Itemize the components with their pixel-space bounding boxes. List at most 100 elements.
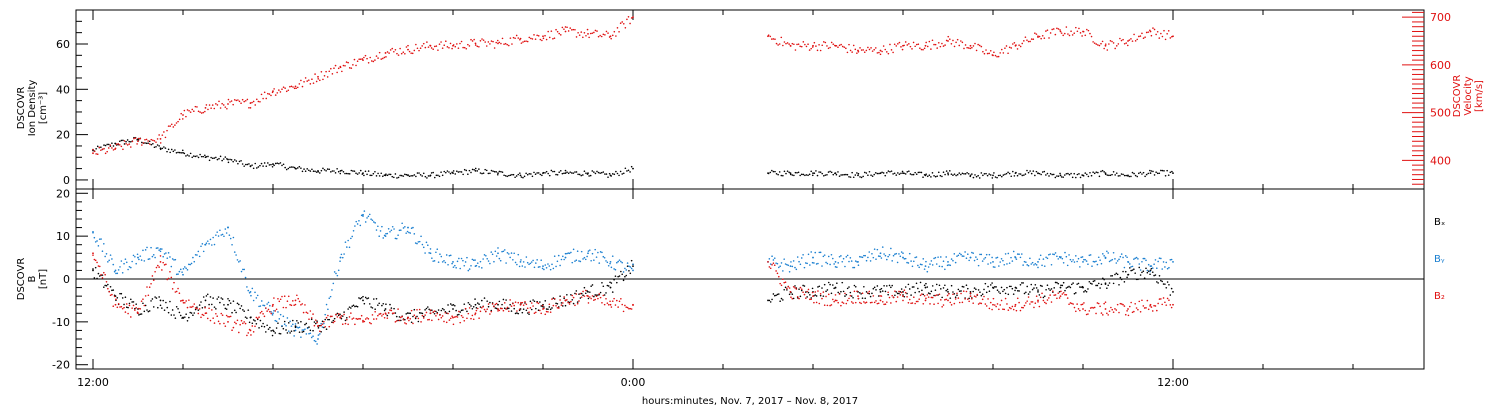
data-point	[974, 174, 976, 176]
data-point	[771, 255, 773, 258]
data-point	[593, 299, 595, 301]
data-point	[946, 294, 949, 297]
data-point	[616, 299, 618, 302]
data-point	[915, 282, 918, 285]
data-point	[506, 252, 509, 254]
data-point	[575, 293, 578, 295]
data-point	[996, 176, 998, 179]
data-point	[380, 58, 383, 60]
data-point	[317, 78, 320, 80]
data-point	[821, 287, 823, 289]
data-point	[300, 79, 302, 82]
data-point	[344, 64, 346, 67]
data-point	[229, 158, 231, 161]
data-point	[954, 296, 957, 298]
data-point	[215, 156, 217, 159]
data-point	[603, 303, 606, 306]
data-point	[454, 45, 457, 48]
data-point	[1149, 273, 1151, 276]
data-point	[251, 325, 254, 327]
data-point	[321, 320, 324, 323]
data-point	[998, 308, 1000, 311]
data-point	[1022, 306, 1024, 309]
data-point	[966, 171, 968, 174]
data-point	[877, 295, 880, 297]
data-point	[621, 303, 623, 306]
data-point	[1108, 282, 1111, 284]
data-point	[825, 295, 827, 298]
data-point	[854, 48, 857, 51]
data-point	[834, 294, 837, 296]
data-point	[319, 172, 321, 174]
data-point	[1100, 312, 1103, 314]
data-point	[864, 302, 866, 304]
data-point	[835, 45, 838, 47]
data-point	[292, 300, 294, 302]
data-point	[225, 308, 228, 310]
data-point	[772, 170, 775, 173]
data-point	[104, 144, 107, 147]
data-point	[397, 176, 400, 179]
data-point	[769, 267, 772, 270]
data-point	[1158, 257, 1161, 259]
data-point	[559, 170, 562, 172]
data-point	[263, 315, 266, 318]
data-point	[953, 45, 956, 48]
data-point	[137, 139, 140, 141]
data-point	[451, 315, 453, 318]
data-point	[772, 262, 775, 264]
data-point	[197, 110, 200, 113]
data-point	[116, 306, 119, 309]
data-point	[595, 295, 598, 298]
data-point	[337, 314, 340, 317]
data-point	[393, 50, 395, 53]
data-point	[993, 172, 995, 174]
data-point	[783, 170, 786, 173]
data-point	[104, 273, 106, 276]
data-point	[535, 262, 537, 264]
data-point	[460, 171, 463, 173]
data-point	[1027, 171, 1030, 174]
data-point	[939, 45, 942, 48]
data-point	[1112, 282, 1115, 285]
data-point	[611, 291, 614, 293]
data-point	[1131, 171, 1134, 174]
data-point	[960, 292, 962, 295]
data-point	[452, 323, 455, 326]
data-point	[909, 45, 912, 48]
data-point	[1130, 269, 1132, 272]
data-point	[860, 49, 863, 51]
data-point	[139, 255, 142, 257]
data-point	[531, 38, 534, 40]
data-point	[1052, 290, 1054, 293]
data-point	[971, 251, 973, 254]
data-point	[790, 296, 792, 299]
data-point	[629, 171, 631, 173]
data-point	[950, 284, 953, 287]
data-point	[278, 89, 280, 91]
data-point	[224, 325, 227, 327]
data-point	[482, 258, 484, 260]
data-point	[594, 298, 596, 301]
data-point	[582, 258, 584, 260]
data-point	[893, 43, 896, 46]
data-point	[796, 43, 798, 46]
data-point	[478, 168, 480, 170]
data-point	[924, 299, 927, 302]
data-point	[448, 171, 450, 173]
data-point	[547, 30, 549, 33]
data-point	[508, 310, 510, 313]
data-point	[404, 173, 406, 176]
data-point	[559, 295, 561, 297]
data-point	[208, 242, 210, 245]
data-point	[159, 299, 162, 302]
data-point	[1117, 43, 1120, 45]
data-point	[262, 165, 264, 167]
data-point	[809, 298, 811, 301]
data-point	[1092, 260, 1095, 263]
data-point	[582, 174, 584, 176]
data-point	[1103, 302, 1105, 305]
data-point	[111, 142, 113, 144]
data-point	[547, 172, 549, 175]
data-point	[1153, 263, 1155, 265]
